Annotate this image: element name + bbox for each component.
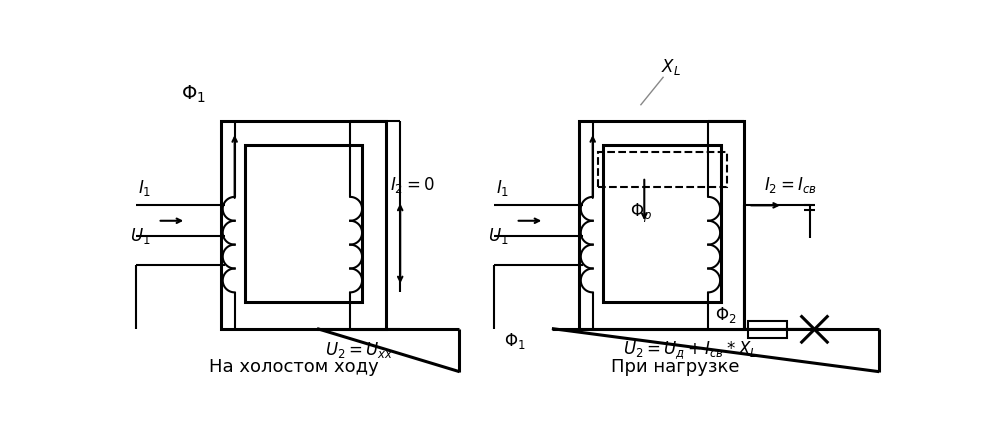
- Text: На холостом ходу: На холостом ходу: [209, 357, 379, 375]
- Bar: [221, 121, 387, 329]
- Text: $\Phi_1$: $\Phi_1$: [505, 331, 526, 351]
- Text: При нагрузке: При нагрузке: [611, 357, 739, 375]
- Text: $I_2 = 0$: $I_2 = 0$: [390, 175, 435, 195]
- Text: $U_1$: $U_1$: [130, 226, 150, 246]
- Text: $I_1$: $I_1$: [495, 178, 509, 199]
- Bar: [579, 121, 744, 329]
- Bar: [748, 321, 786, 338]
- Text: $\Phi_1$: $\Phi_1$: [180, 84, 205, 105]
- Text: $I_2 = I_{св}$: $I_2 = I_{св}$: [763, 175, 817, 195]
- Text: $\Phi_p$: $\Phi_p$: [630, 202, 653, 226]
- Bar: [246, 145, 363, 302]
- Bar: [598, 152, 727, 187]
- Text: $X_L$: $X_L$: [662, 57, 681, 77]
- Text: $I_1$: $I_1$: [138, 178, 151, 199]
- Text: $U_2=U_д+I_{св}*X_L$: $U_2=U_д+I_{св}*X_L$: [623, 339, 757, 361]
- Bar: [603, 145, 721, 302]
- Text: $\Phi_2$: $\Phi_2$: [715, 306, 737, 325]
- Text: $U_2 = U_{xx}$: $U_2 = U_{xx}$: [325, 340, 394, 360]
- Text: $U_1$: $U_1$: [488, 226, 509, 246]
